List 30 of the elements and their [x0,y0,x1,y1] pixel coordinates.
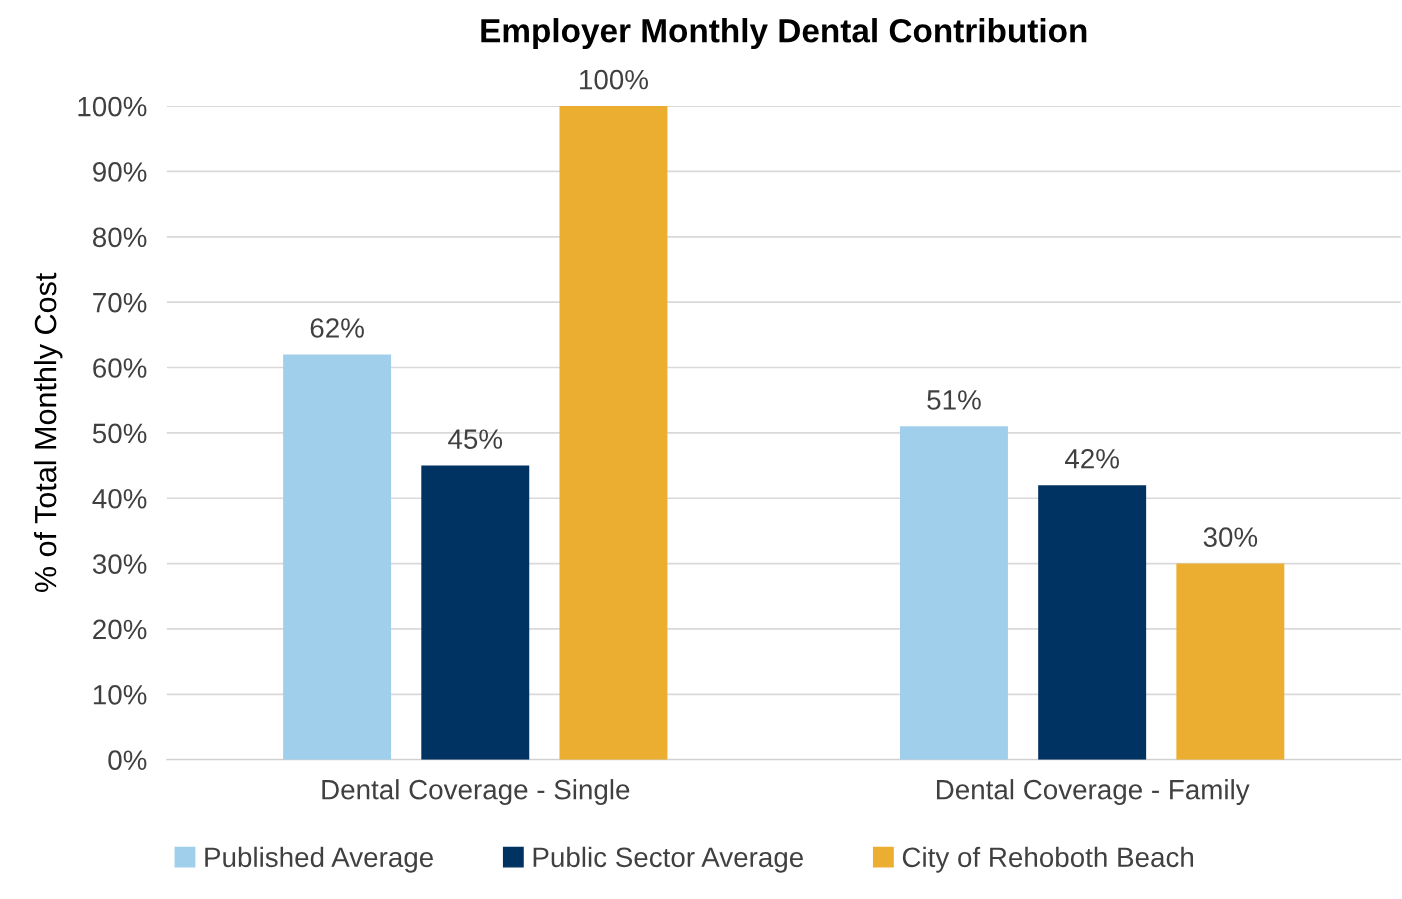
legend-label: Public Sector Average [533,846,803,873]
y-tick-label: 0% [108,750,147,770]
bar [559,106,668,760]
bar [421,465,530,760]
data-label: 45% [448,429,503,449]
chart-title: Employer Monthly Dental Contribution [481,18,1087,50]
y-tick-label: 80% [93,227,147,248]
y-tick-label: 20% [93,619,147,640]
data-label: 30% [1203,527,1258,547]
bar [1038,485,1147,760]
bar [1176,563,1285,760]
legend-label: City of Rehoboth Beach [902,846,1194,873]
data-label: 42% [1065,448,1119,469]
legend-label: Published Average [205,846,433,873]
data-label: 51% [927,390,981,410]
data-label: 100% [580,69,648,90]
y-tick-label: 90% [93,162,147,182]
y-tick-label: 30% [92,554,147,574]
y-tick-label: 70% [93,292,147,313]
bar [283,354,392,760]
x-tick-label: Dental Coverage - Single [322,779,630,805]
y-axis-title: % of Total Monthly Cost [33,272,63,592]
y-tick-label: 40% [92,488,147,509]
y-tick-label: 10% [93,684,147,705]
y-tick-label: 50% [92,423,147,444]
data-label: 62% [310,318,364,338]
y-tick-label: 100% [78,96,147,117]
bar [900,426,1008,760]
y-tick-label: 60% [93,358,147,378]
x-tick-label: Dental Coverage - Family [936,779,1250,805]
